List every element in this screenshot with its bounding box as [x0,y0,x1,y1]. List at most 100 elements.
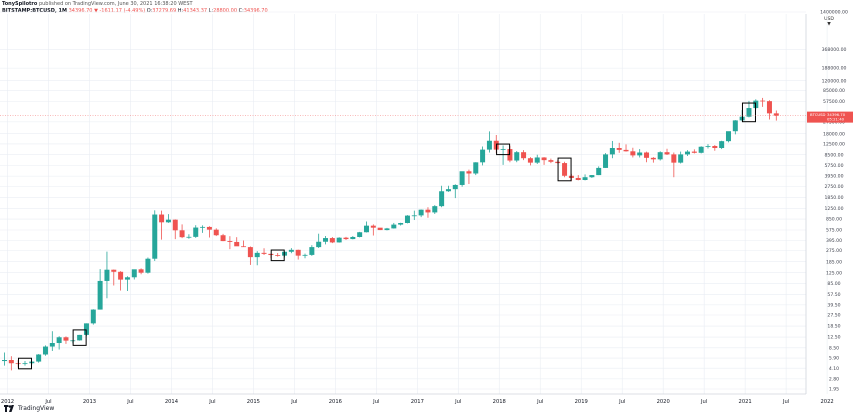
close-value-2: 34396.70 [243,8,268,14]
candle-body [411,215,417,217]
candlestick-series [2,97,779,371]
candle-body [370,225,376,228]
candle-body [466,171,472,174]
candle-body [432,206,438,213]
candle-body [760,100,766,102]
candle-body [295,249,301,256]
ohlc-line: BITSTAMP:BTCUSD, 1M 34396.70 ▼ -1611.17 … [2,8,602,15]
candle-body [104,269,110,281]
candle-body [302,254,308,256]
candle-body [234,241,240,247]
candle-body [83,323,89,335]
tradingview-watermark[interactable]: TradingView [4,405,54,412]
candle-body [200,226,206,228]
x-tick-label: 2015 [247,399,260,405]
candle-body [227,241,233,242]
candle-body [329,238,335,243]
candle-body [719,141,725,149]
candle-body [664,152,670,155]
y-tick-label: 1.95 [829,387,839,393]
x-tick-label: 2019 [575,399,588,405]
last-price-value: 34396.70 [827,112,846,117]
candle-body [145,258,151,273]
x-tick-label: 2013 [83,399,96,405]
grid-lines [0,11,828,395]
candle-body [2,360,7,362]
y-tick-label: 85000.00 [823,88,845,94]
highlight-box [496,143,511,156]
x-tick-label: Jul [44,399,51,405]
candle-body [766,101,772,114]
candle-body [131,269,137,278]
candle-body [261,252,267,254]
candle-body [316,241,322,248]
candle-body [90,309,96,324]
candle-body [404,215,410,223]
candle-body [582,177,588,180]
last-price-countdown: 05:21:40 [827,117,845,122]
low-value: 28800.00 [213,8,237,14]
y-tick-label: 39.50 [827,302,840,308]
candle-body [630,151,636,156]
x-tick-label: Jul [290,399,297,405]
candle-body [459,171,465,185]
close-label: C: [238,8,244,14]
chart-header: TonySpilotro published on TradingView.co… [2,1,602,15]
candle-body [357,232,363,237]
publish-info: published on TradingView.com, June 30, 2… [38,1,193,7]
highlight-box [72,329,87,346]
y-tick-label: 18000.00 [823,131,845,137]
candle-body [165,219,171,223]
x-tick-label: 2016 [329,399,342,405]
candle-body [746,108,752,117]
last-price-tag [807,111,853,123]
currency-dropdown-icon: ▼ [827,22,831,28]
x-tick-label: Jul [454,399,461,405]
candle-body [350,236,356,240]
candle-body [138,269,144,273]
y-tick-label: 1400000.00 [820,10,848,16]
y-tick-label: 850.00 [826,217,842,223]
candle-body [527,158,533,163]
candle-body [589,175,595,178]
open-label: O: [146,8,153,14]
y-tick-label: 12500.00 [823,142,845,148]
candle-body [773,113,779,116]
x-tick-label: 2020 [657,399,670,405]
x-tick-label: Jul [208,399,215,405]
close-value: 34396.70 [68,8,93,14]
candle-body [500,149,506,150]
candle-body [336,237,342,243]
high-label: H: [177,8,184,14]
candle-body [77,334,83,341]
currency-selector[interactable]: USD ▼ [814,17,844,27]
y-tick-label: 8500.00 [825,152,844,158]
candle-body [172,219,178,231]
symbol-label[interactable]: BITSTAMP:BTCUSD, 1M [2,8,68,14]
y-tick-label: 1250.00 [825,206,844,212]
candle-body [521,152,527,159]
high-value: 41343.37 [183,8,208,14]
x-tick-label: Jul [536,399,543,405]
y-tick-label: 125.00 [826,270,842,276]
x-tick-label: Jul [782,399,789,405]
candle-body [541,157,547,161]
candle-body [193,227,199,237]
y-tick-label: 575.00 [826,228,842,234]
candle-body [603,154,609,168]
candle-body [425,209,431,213]
y-tick-label: 18.50 [827,324,840,330]
candle-body [288,249,294,252]
candle-body [732,120,738,132]
candle-body [111,269,117,272]
candle-body [548,160,554,162]
highlight-box [270,249,285,262]
candle-body [309,247,315,255]
candle-body [575,177,581,180]
author-name[interactable]: TonySpilotro [2,1,38,7]
candle-body [637,152,643,156]
x-axis-labels: 2012 Jul 2013 Jul 2014 Jul 2015 Jul 2016 Jul 2017 J… [1,399,834,405]
highlight-box [741,102,756,123]
candle-body [452,184,458,190]
